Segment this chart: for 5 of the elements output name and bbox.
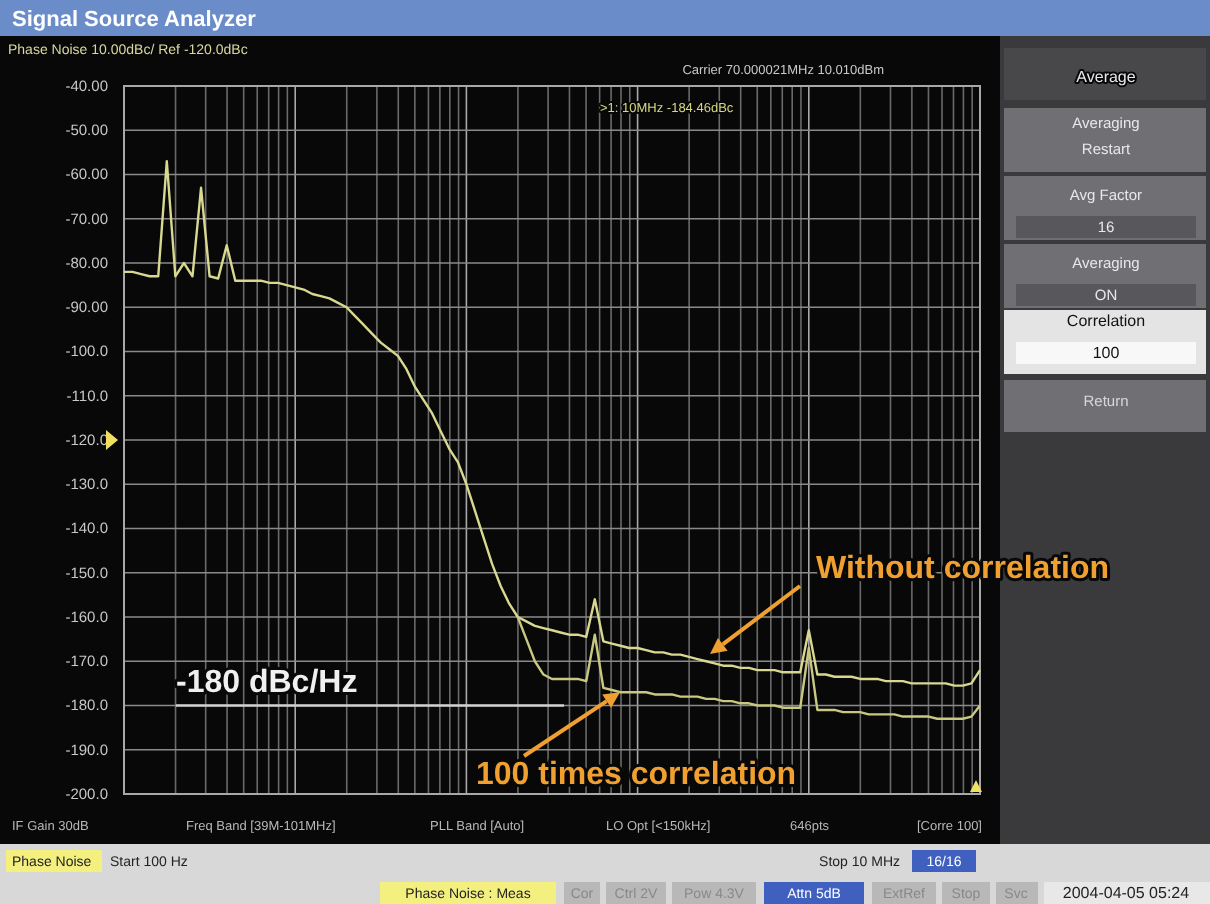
text: Average — [1076, 68, 1137, 86]
text: Correlation — [1066, 312, 1146, 330]
text: 100 — [1092, 344, 1121, 362]
chart-title: Signal Source Analyzer — [12, 8, 258, 32]
text: 2004-04-05 05:24 — [1062, 884, 1191, 902]
